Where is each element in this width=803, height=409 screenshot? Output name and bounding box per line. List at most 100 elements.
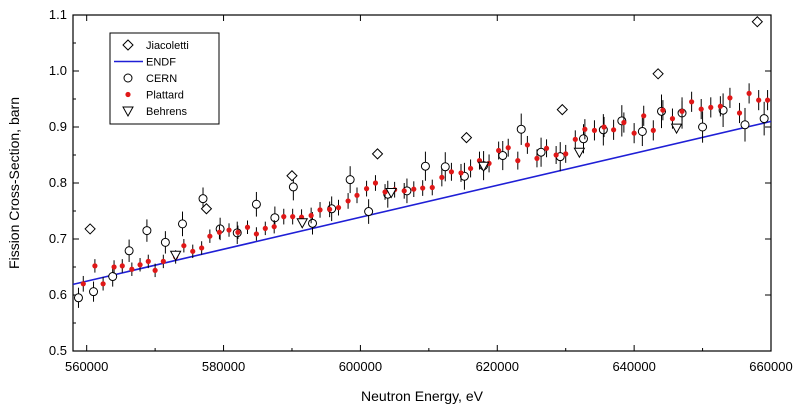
data-point-plattard	[354, 192, 360, 198]
data-point-cern	[124, 246, 134, 256]
data-point-plattard	[669, 116, 676, 122]
data-point-cern	[198, 194, 208, 204]
data-point-plattard	[119, 263, 125, 269]
data-point-plattard	[401, 188, 407, 194]
data-point-plattard	[100, 281, 106, 287]
legend-item-plattard: Plattard	[125, 90, 184, 102]
data-point-jiacoletti	[200, 203, 213, 215]
data-point-plattard	[317, 207, 323, 213]
series-behrens	[169, 123, 683, 262]
x-tick-label: 560000	[65, 359, 108, 374]
data-point-plattard	[411, 186, 417, 192]
legend-item-behrens: Behrens	[122, 106, 187, 118]
data-point-plattard	[226, 227, 232, 233]
legend-swatch	[122, 39, 134, 51]
y-tick-label: 0.5	[49, 343, 67, 358]
data-point-cern	[440, 162, 450, 172]
data-point-plattard	[543, 145, 550, 151]
data-point-plattard	[641, 113, 647, 119]
data-point-plattard	[262, 225, 268, 231]
data-point-plattard	[207, 233, 213, 239]
series-endf	[72, 120, 772, 286]
data-point-plattard	[650, 127, 656, 133]
y-axis: 0.5 0.6 0.7 0.8 0.9 1.0 1.1	[49, 7, 771, 358]
legend: Jiacoletti ENDF CERN Plattard Behrens	[109, 32, 220, 125]
legend-label: Behrens	[146, 106, 187, 118]
data-point-cern	[578, 134, 588, 144]
data-point-plattard	[524, 142, 530, 148]
x-tick-label: 640000	[612, 359, 655, 374]
data-point-plattard	[372, 180, 379, 186]
legend-item-cern: CERN	[123, 73, 177, 85]
data-point-plattard	[756, 97, 762, 103]
y-axis-title: Fission Cross-Section, barn	[6, 97, 22, 269]
data-point-plattard	[290, 214, 296, 220]
data-point-behrens	[385, 188, 398, 199]
data-point-cern	[420, 161, 430, 171]
legend-label: Plattard	[146, 90, 184, 102]
series-layer	[72, 16, 772, 308]
data-point-plattard	[244, 224, 251, 230]
data-point-behrens	[477, 161, 490, 173]
data-point-plattard	[129, 266, 135, 272]
data-point-plattard	[439, 174, 445, 180]
legend-label: ENDF	[146, 57, 176, 69]
data-point-plattard	[281, 214, 287, 220]
data-point-behrens	[296, 218, 309, 229]
data-point-cern	[177, 219, 187, 229]
data-point-jiacoletti	[460, 131, 473, 144]
x-axis: 560000 580000 600000 620000 640000 660000	[65, 15, 793, 374]
data-point-jiacoletti	[84, 223, 96, 235]
data-point-plattard	[111, 264, 117, 270]
x-tick-label: 620000	[476, 359, 519, 374]
data-point-plattard	[253, 231, 259, 237]
data-point-cern	[637, 126, 647, 136]
data-point-plattard	[679, 108, 685, 114]
y-tick-label: 0.6	[49, 287, 67, 302]
y-tick-label: 0.8	[49, 175, 67, 190]
legend-swatch	[122, 106, 134, 118]
legend-swatch	[123, 73, 133, 83]
data-point-plattard	[727, 95, 733, 101]
data-point-cern	[536, 147, 546, 157]
data-point-cern	[308, 218, 318, 228]
data-point-cern	[142, 226, 152, 236]
data-point-plattard	[199, 245, 205, 251]
data-point-cern	[698, 122, 708, 132]
data-point-plattard	[698, 106, 704, 112]
data-point-plattard	[591, 127, 598, 133]
data-point-cern	[270, 213, 280, 223]
data-point-plattard	[137, 262, 143, 268]
data-point-plattard	[216, 229, 223, 235]
data-point-jiacoletti	[286, 170, 298, 182]
data-point-plattard	[764, 97, 771, 103]
data-point-cern	[759, 114, 769, 124]
x-axis-title: Neutron Energy, eV	[361, 388, 484, 404]
data-point-plattard	[429, 184, 435, 191]
data-point-jiacoletti	[371, 148, 384, 160]
data-point-plattard	[335, 205, 342, 211]
data-point-plattard	[746, 90, 752, 96]
data-point-behrens	[573, 147, 586, 159]
data-point-plattard	[736, 110, 743, 116]
data-point-cern	[108, 272, 118, 282]
data-point-plattard	[190, 248, 196, 254]
data-point-plattard	[160, 258, 166, 264]
data-point-behrens	[169, 250, 182, 262]
data-point-cern	[89, 287, 99, 297]
data-point-cern	[740, 120, 750, 130]
data-point-plattard	[496, 147, 502, 154]
data-point-plattard	[458, 170, 464, 176]
data-point-plattard	[611, 127, 617, 133]
series-jiacoletti	[84, 16, 764, 235]
data-point-plattard	[534, 155, 540, 161]
legend-label: Jiacoletti	[146, 40, 189, 52]
data-point-plattard	[621, 119, 627, 126]
data-point-plattard	[582, 126, 588, 132]
data-point-plattard	[152, 267, 158, 273]
data-point-plattard	[572, 136, 578, 142]
data-point-jiacoletti	[556, 103, 568, 116]
data-point-cern	[345, 175, 355, 185]
y-tick-label: 1.0	[49, 63, 67, 78]
